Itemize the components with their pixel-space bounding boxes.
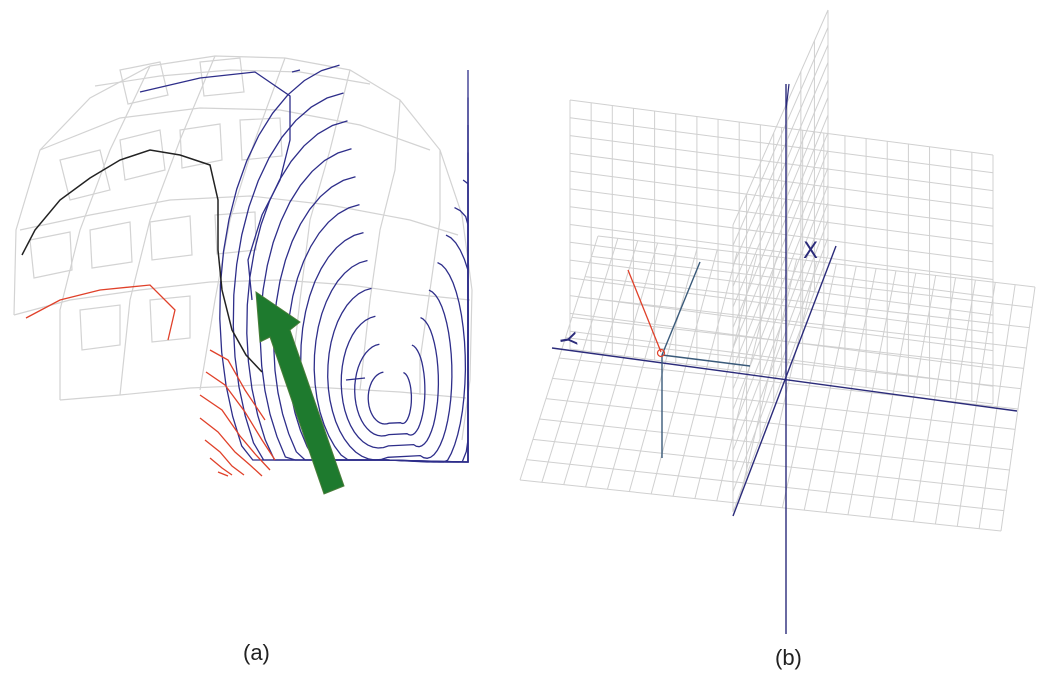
mesh-column xyxy=(59,65,151,400)
side-plane-grid-line xyxy=(732,44,829,267)
floor-plane-grid-line xyxy=(539,418,1010,471)
floor-plane-grid-line xyxy=(526,459,1004,512)
mesh-column xyxy=(199,57,286,391)
blue-contour xyxy=(367,371,413,425)
floor-plane-grid-line xyxy=(571,316,1024,369)
back-plane-grid-line xyxy=(569,99,994,156)
side-plane-grid-line xyxy=(732,167,829,410)
floor-plane-grid-line xyxy=(565,337,1021,390)
side-plane-grid-line xyxy=(732,62,829,287)
mesh-column xyxy=(359,99,401,391)
back-plane-grid-line xyxy=(569,135,994,192)
floor-plane-grid-line xyxy=(532,438,1007,491)
floor-plane-grid-line xyxy=(545,398,1013,451)
floor-plane-grid-line xyxy=(519,479,1002,532)
back-plane-grid-line xyxy=(569,188,994,245)
side-plane-grid-line xyxy=(732,27,829,246)
side-plane-grid-line xyxy=(732,237,829,492)
mesh-facet xyxy=(79,304,121,351)
back-plane-grid-line xyxy=(569,259,994,316)
z-axis-arrow-tick xyxy=(785,83,790,111)
blue-contours xyxy=(139,64,469,463)
small-axis-diagonal xyxy=(661,261,701,356)
small-axis-horizontal xyxy=(661,354,751,367)
panel-a-head-model xyxy=(13,55,473,495)
red-contour xyxy=(205,371,276,461)
floor-plane-grid-line xyxy=(552,377,1016,430)
mesh-row xyxy=(13,279,471,316)
mesh-row xyxy=(19,195,459,236)
red-contour xyxy=(199,417,263,477)
head-outline xyxy=(13,55,473,441)
floor-plane-grid-line xyxy=(597,235,1036,288)
side-plane-grid-line xyxy=(732,9,829,226)
red-contour xyxy=(204,439,245,476)
side-plane-grid-line xyxy=(732,149,829,390)
side-plane-grid-line xyxy=(732,184,829,431)
blue-contour xyxy=(354,343,426,437)
red-contour xyxy=(217,471,229,477)
mesh-facet xyxy=(149,215,193,261)
red-contours xyxy=(25,284,276,477)
back-plane-grid-line xyxy=(569,241,994,298)
side-plane-grid-line xyxy=(732,254,829,513)
side-plane-grid-line xyxy=(732,97,829,328)
mesh-facet xyxy=(199,57,245,97)
back-plane-grid-line xyxy=(569,224,994,280)
blue-contour xyxy=(219,64,469,463)
floor-plane-grid-line xyxy=(584,276,1030,329)
coordinate-grids xyxy=(519,9,1036,532)
back-plane-grid-line xyxy=(569,152,994,209)
blue-contour xyxy=(291,69,301,73)
red-contour xyxy=(25,284,176,341)
blue-contour xyxy=(340,315,440,449)
side-plane-grid-line xyxy=(732,132,829,369)
mesh-column xyxy=(119,55,216,396)
red-contour xyxy=(209,457,233,476)
mesh-row xyxy=(39,107,431,151)
black-contour xyxy=(21,149,263,373)
blue-contour xyxy=(327,287,453,461)
back-plane-grid-line xyxy=(569,348,994,405)
side-plane-grid-line xyxy=(732,202,829,451)
mesh-facet xyxy=(214,211,257,255)
origin-marker xyxy=(656,348,666,358)
coordinate-axes xyxy=(551,84,1018,634)
side-plane-grid-line xyxy=(732,79,829,308)
mesh-facet xyxy=(29,231,73,279)
red-contour xyxy=(199,394,271,471)
mesh-facet xyxy=(119,129,166,181)
mesh-facet xyxy=(149,295,191,343)
back-plane-grid-line xyxy=(569,330,994,387)
mesh-facet xyxy=(59,149,111,201)
side-plane-grid-line xyxy=(732,114,829,349)
blue-contour xyxy=(345,377,366,381)
green-arrow-icon xyxy=(255,290,345,495)
blue-contour xyxy=(139,71,291,301)
panel-b-caption: (b) xyxy=(775,645,802,670)
side-plane-grid-line xyxy=(732,219,829,472)
back-plane-grid-line xyxy=(569,206,994,263)
y-axis-label: Y xyxy=(553,330,580,349)
floor-plane-grid-line xyxy=(578,296,1027,349)
mesh-column xyxy=(289,69,351,389)
x-axis-label: X xyxy=(803,239,818,264)
mesh-facet xyxy=(89,221,133,269)
mesh-facet xyxy=(239,117,283,161)
mesh-facet xyxy=(119,61,169,105)
head-mesh xyxy=(13,55,473,441)
black-contour-line xyxy=(21,149,263,373)
mesh-row xyxy=(94,69,371,87)
red-contour xyxy=(209,349,266,421)
y-axis-line xyxy=(732,245,837,517)
panel-a-caption: (a) xyxy=(243,640,270,665)
back-plane-grid-line xyxy=(569,170,994,227)
back-plane-grid-line xyxy=(569,117,994,174)
red-vector xyxy=(627,269,662,353)
panel-b-coordinate-planes: X Y xyxy=(519,9,1036,634)
